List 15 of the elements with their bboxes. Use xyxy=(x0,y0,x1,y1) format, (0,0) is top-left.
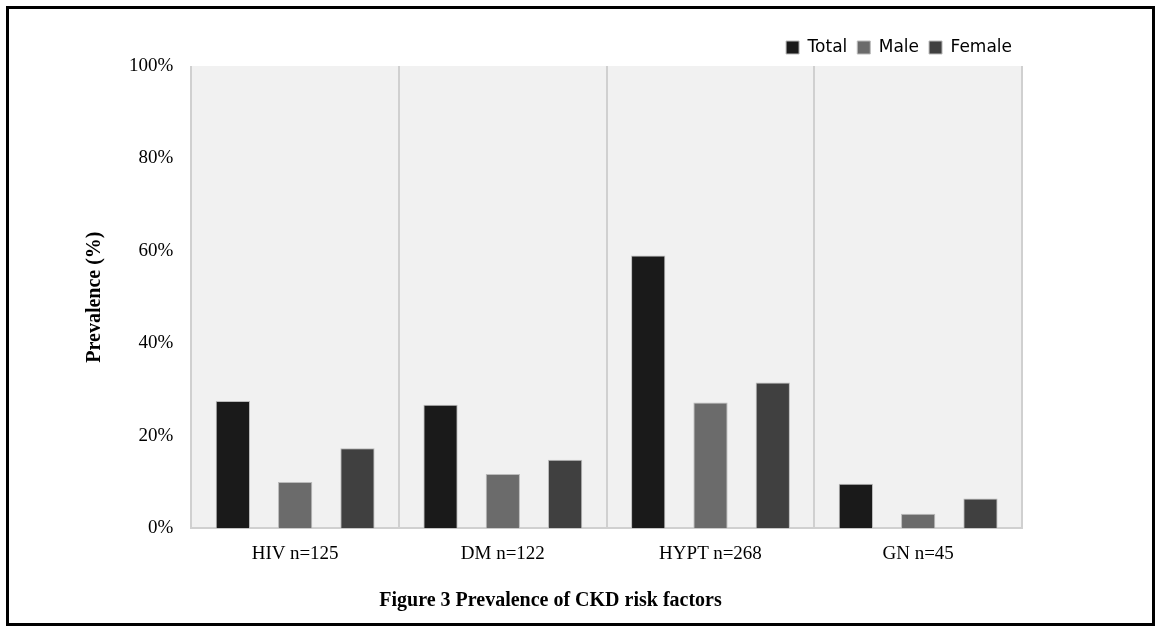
y-tick-label: 40% xyxy=(138,331,174,353)
y-tick-label: 20% xyxy=(138,423,174,445)
y-tick-label: 0% xyxy=(148,516,174,538)
y-tick-label: 80% xyxy=(138,146,174,168)
y-axis-title: Prevalence (%) xyxy=(82,231,106,363)
y-tick-label: 100% xyxy=(129,53,174,75)
x-tick-label: HYPT n=268 xyxy=(659,541,762,563)
x-tick-label: GN n=45 xyxy=(882,541,954,563)
legend-label: Male xyxy=(878,35,920,56)
y-tick-label: 60% xyxy=(138,238,174,260)
x-tick-label: HIV n=125 xyxy=(251,541,339,563)
legend-label: Total xyxy=(806,35,848,56)
text: Figure 3 Prevalence of CKD risk factors xyxy=(379,588,722,612)
x-tick-label: DM n=122 xyxy=(460,541,545,563)
legend-label: Female xyxy=(950,35,1012,56)
